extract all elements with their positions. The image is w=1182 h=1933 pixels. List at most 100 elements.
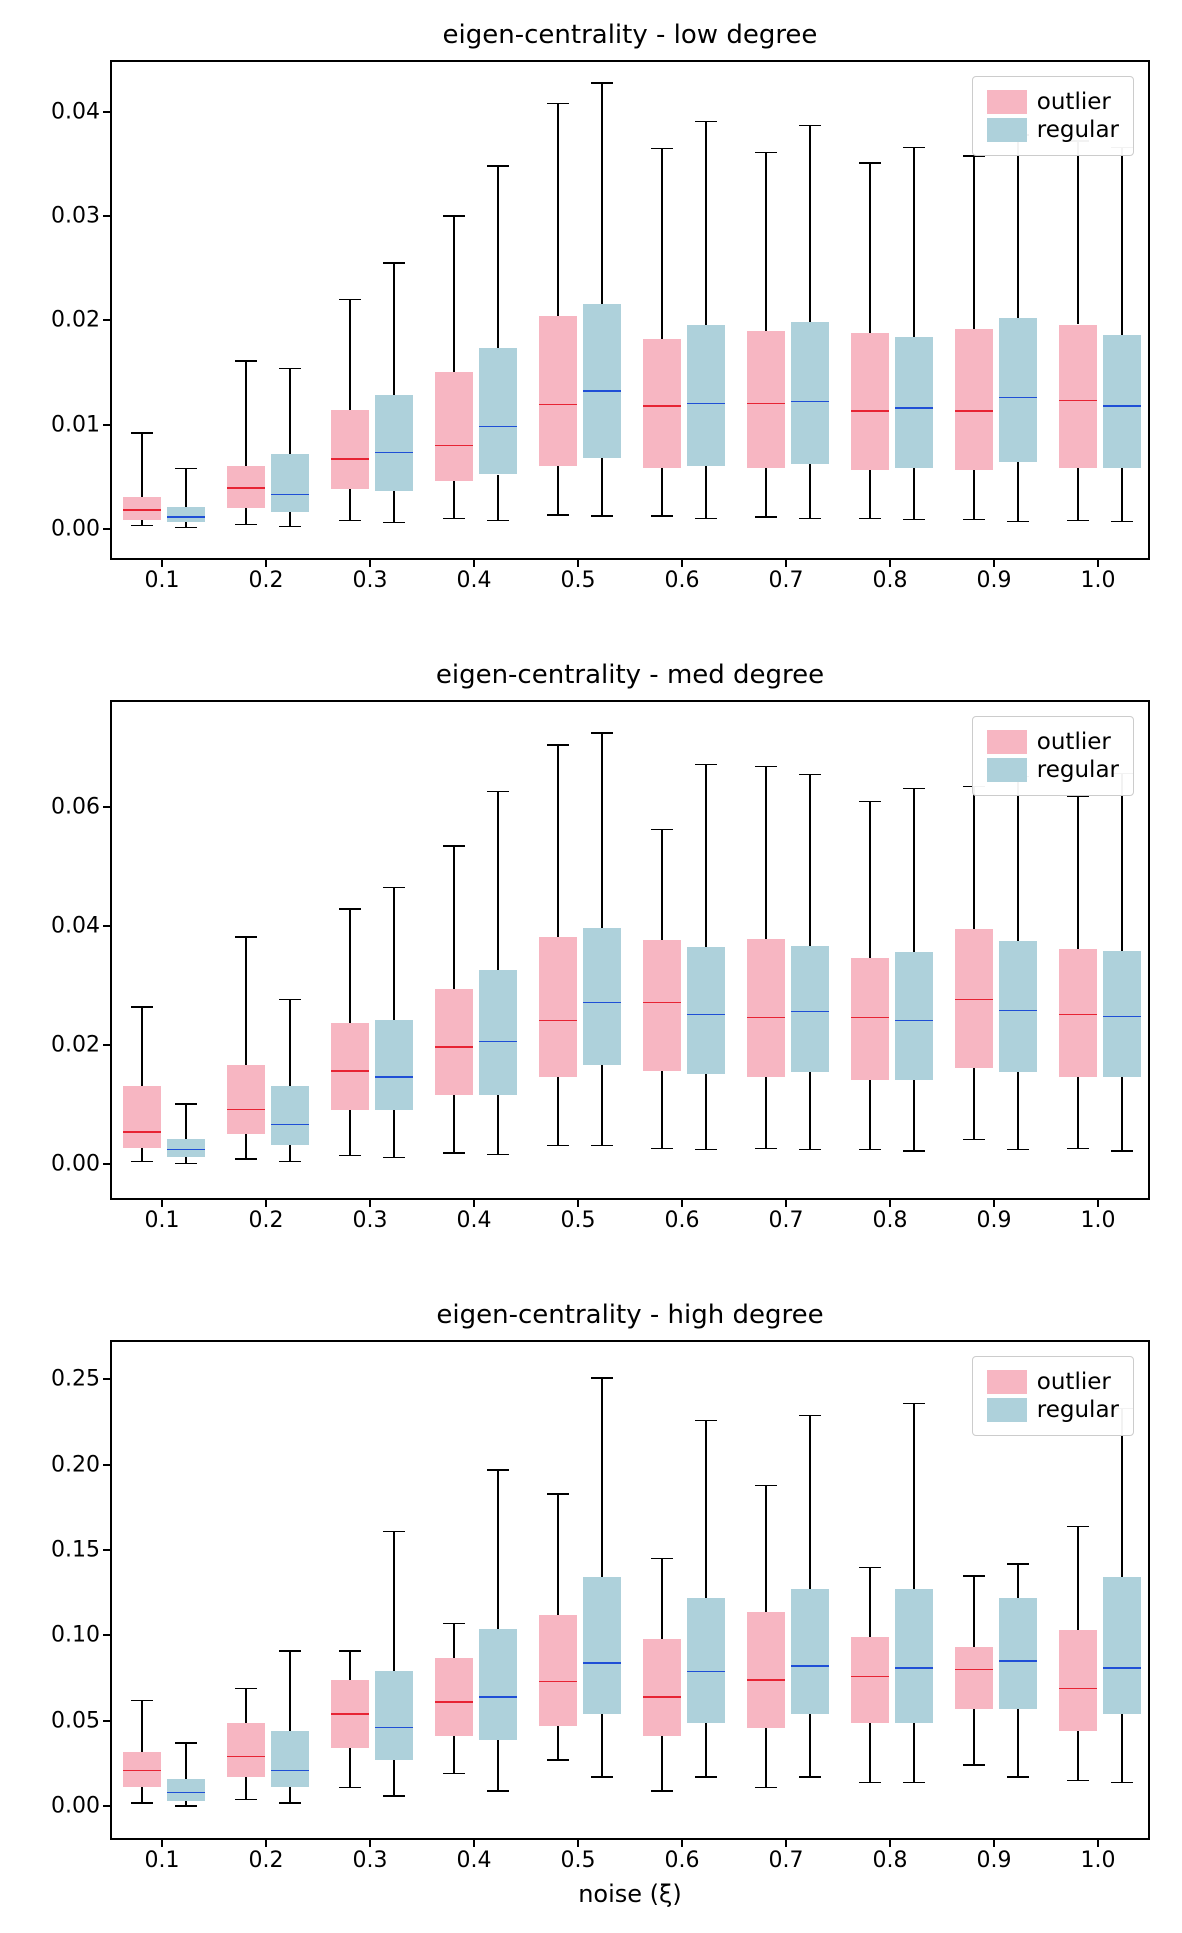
xtick-mark (577, 1200, 579, 1207)
legend-label: outlier (1037, 729, 1111, 755)
plot-area: outlierregular (110, 700, 1150, 1200)
ytick-label: 0.25 (20, 1367, 100, 1392)
ytick-label: 0.02 (20, 1033, 100, 1058)
xtick-label: 0.1 (145, 568, 180, 593)
xtick-mark (577, 560, 579, 567)
xtick-label: 0.8 (873, 1848, 908, 1873)
xtick-mark (161, 560, 163, 567)
xtick-mark (1097, 1840, 1099, 1847)
xtick-label: 0.8 (873, 1208, 908, 1233)
panel-title: eigen-centrality - med degree (110, 660, 1150, 690)
panel-med: eigen-centrality - med degreeoutlierregu… (110, 700, 1150, 1200)
xtick-mark (265, 1840, 267, 1847)
xtick-mark (785, 1840, 787, 1847)
xtick-label: 0.2 (249, 568, 284, 593)
ytick-mark (103, 1378, 110, 1380)
ytick-label: 0.01 (20, 412, 100, 437)
legend-item: outlier (987, 1369, 1119, 1395)
ytick-mark (103, 1044, 110, 1046)
xtick-label: 0.4 (457, 1848, 492, 1873)
ytick-label: 0.20 (20, 1452, 100, 1477)
xtick-mark (785, 560, 787, 567)
xtick-label: 0.2 (249, 1208, 284, 1233)
ytick-label: 0.06 (20, 795, 100, 820)
ytick-label: 0.10 (20, 1623, 100, 1648)
ytick-mark (103, 319, 110, 321)
ytick-mark (103, 424, 110, 426)
legend-swatch (987, 118, 1027, 142)
panel-title: eigen-centrality - low degree (110, 20, 1150, 50)
legend-label: regular (1037, 757, 1119, 783)
xtick-label: 0.7 (769, 568, 804, 593)
ytick-label: 0.02 (20, 308, 100, 333)
xtick-label: 0.4 (457, 1208, 492, 1233)
xtick-label: 0.7 (769, 1848, 804, 1873)
legend-swatch (987, 730, 1027, 754)
xtick-label: 0.3 (353, 1848, 388, 1873)
xtick-mark (681, 1200, 683, 1207)
xtick-mark (161, 1200, 163, 1207)
xtick-label: 0.5 (561, 568, 596, 593)
xtick-label: 0.6 (665, 568, 700, 593)
xtick-mark (1097, 1200, 1099, 1207)
xtick-mark (993, 1200, 995, 1207)
figure-container: eigen-centrality - low degreeoutlierregu… (0, 0, 1182, 1933)
xtick-mark (369, 1840, 371, 1847)
legend-label: regular (1037, 1397, 1119, 1423)
xtick-mark (889, 1200, 891, 1207)
legend-item: outlier (987, 89, 1119, 115)
xtick-mark (993, 560, 995, 567)
ytick-label: 0.00 (20, 1793, 100, 1818)
legend-swatch (987, 758, 1027, 782)
xtick-mark (681, 1840, 683, 1847)
plot-area: outlierregular (110, 1340, 1150, 1840)
xtick-label: 0.4 (457, 568, 492, 593)
legend-label: regular (1037, 117, 1119, 143)
legend-swatch (987, 1398, 1027, 1422)
xtick-label: 1.0 (1081, 568, 1116, 593)
legend: outlierregular (972, 1356, 1134, 1436)
xtick-mark (369, 1200, 371, 1207)
ytick-mark (103, 528, 110, 530)
legend-label: outlier (1037, 1369, 1111, 1395)
xtick-label: 0.1 (145, 1208, 180, 1233)
xtick-label: 0.9 (977, 1848, 1012, 1873)
xtick-mark (473, 1840, 475, 1847)
xtick-mark (265, 560, 267, 567)
legend-item: outlier (987, 729, 1119, 755)
ytick-mark (103, 215, 110, 217)
legend-label: outlier (1037, 89, 1111, 115)
ytick-mark (103, 1549, 110, 1551)
xtick-mark (369, 560, 371, 567)
xtick-label: 0.5 (561, 1208, 596, 1233)
xtick-mark (473, 560, 475, 567)
xtick-label: 0.8 (873, 568, 908, 593)
ytick-mark (103, 1464, 110, 1466)
ytick-mark (103, 1805, 110, 1807)
xtick-label: 0.3 (353, 568, 388, 593)
xtick-mark (265, 1200, 267, 1207)
plot-area: outlierregular (110, 60, 1150, 560)
xtick-label: 0.2 (249, 1848, 284, 1873)
ytick-label: 0.04 (20, 100, 100, 125)
xtick-label: 0.7 (769, 1208, 804, 1233)
xtick-mark (785, 1200, 787, 1207)
xtick-mark (889, 1840, 891, 1847)
xtick-label: 0.1 (145, 1848, 180, 1873)
xtick-mark (993, 1840, 995, 1847)
legend-item: regular (987, 117, 1119, 143)
legend: outlierregular (972, 76, 1134, 156)
ytick-mark (103, 1634, 110, 1636)
panel-low: eigen-centrality - low degreeoutlierregu… (110, 60, 1150, 560)
ytick-label: 0.00 (20, 1152, 100, 1177)
xtick-label: 1.0 (1081, 1208, 1116, 1233)
legend-swatch (987, 1370, 1027, 1394)
xtick-label: 0.9 (977, 568, 1012, 593)
panel-high: eigen-centrality - high degreeoutlierreg… (110, 1340, 1150, 1840)
x-axis-label: noise (ξ) (110, 1880, 1150, 1908)
ytick-mark (103, 111, 110, 113)
xtick-mark (681, 560, 683, 567)
xtick-label: 0.9 (977, 1208, 1012, 1233)
xtick-mark (889, 560, 891, 567)
ytick-label: 0.05 (20, 1708, 100, 1733)
